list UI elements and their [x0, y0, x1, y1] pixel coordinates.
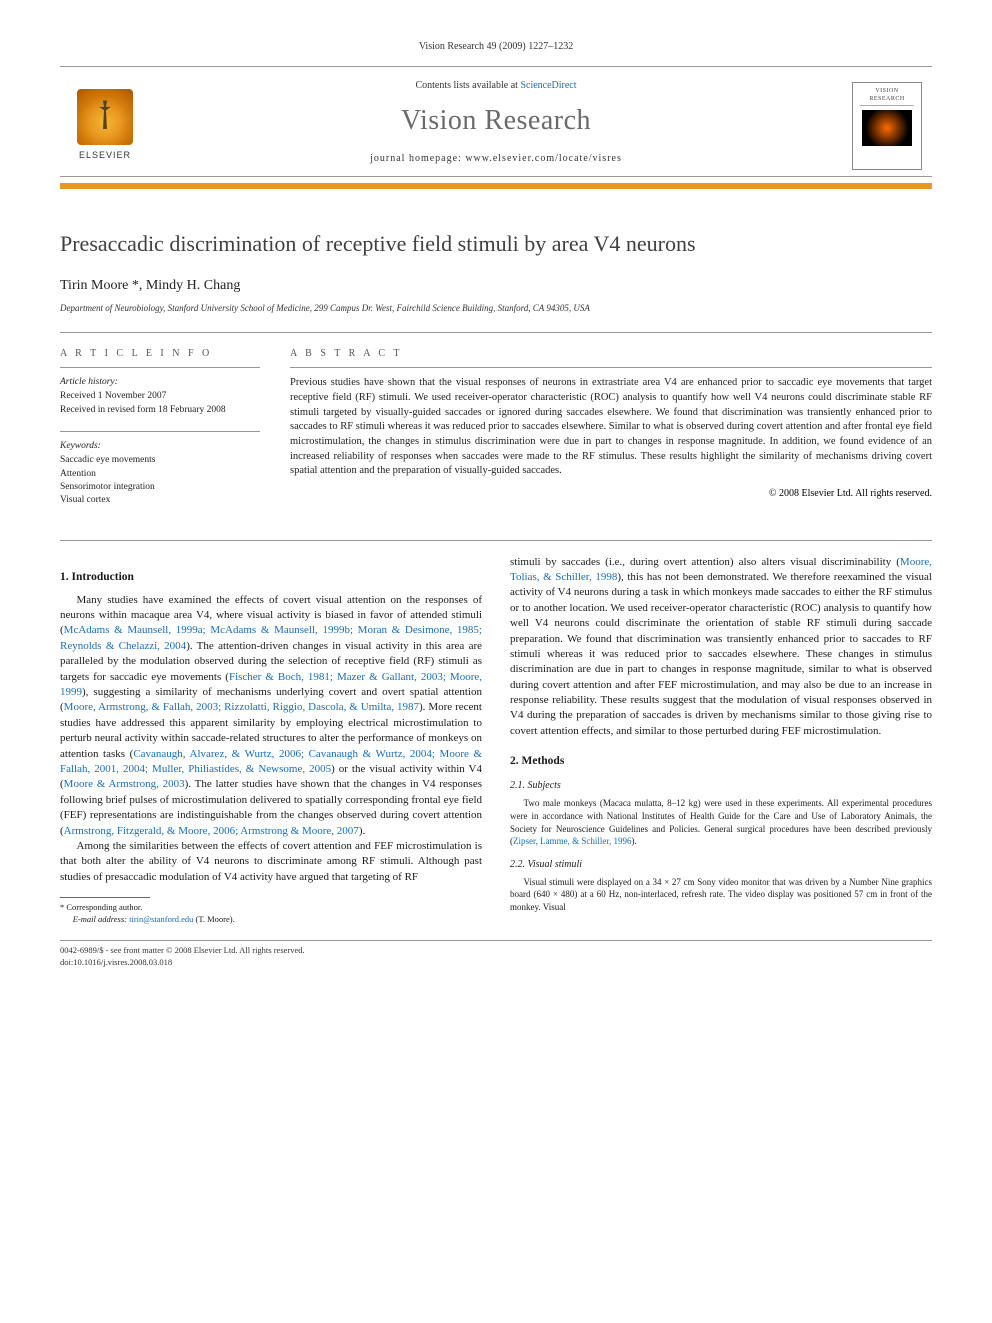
footnote-rule	[60, 897, 150, 898]
citation-link[interactable]: Moore, Armstrong, & Fallah, 2003; Rizzol…	[64, 701, 419, 713]
intro-p1: Many studies have examined the effects o…	[60, 593, 482, 839]
citation-link[interactable]: Armstrong, Fitzgerald, & Moore, 2006; Ar…	[64, 825, 359, 837]
cover-image-icon	[862, 110, 912, 146]
keyword: Sensorimotor integration	[60, 481, 260, 494]
rule-mid	[60, 540, 932, 541]
email-suffix: (T. Moore).	[193, 914, 234, 924]
info-rule-2	[60, 431, 260, 432]
methods-heading: 2. Methods	[510, 753, 932, 769]
homepage-line: journal homepage: www.elsevier.com/locat…	[158, 152, 834, 166]
text: stimuli by saccades (i.e., during overt …	[510, 556, 900, 568]
journal-cover-icon: VISION RESEARCH	[852, 82, 922, 170]
text: ).	[359, 825, 365, 837]
footer-line-2: doi:10.1016/j.visres.2008.03.018	[60, 957, 932, 969]
stimuli-text: Visual stimuli were displayed on a 34 × …	[510, 876, 932, 914]
keyword: Visual cortex	[60, 494, 260, 507]
publisher-label: ELSEVIER	[79, 149, 131, 162]
text: ).	[632, 836, 637, 846]
abstract-text: Previous studies have shown that the vis…	[290, 376, 932, 479]
abstract-label: A B S T R A C T	[290, 347, 932, 361]
elsevier-tree-icon	[77, 89, 133, 145]
stimuli-heading: 2.2. Visual stimuli	[510, 858, 932, 872]
affiliation: Department of Neurobiology, Stanford Uni…	[60, 302, 932, 315]
abstract-rule	[290, 367, 932, 368]
subjects-heading: 2.1. Subjects	[510, 779, 932, 793]
running-head: Vision Research 49 (2009) 1227–1232	[60, 40, 932, 54]
cover-thumb-block: VISION RESEARCH	[842, 75, 932, 176]
footer-line-1: 0042-6989/$ - see front matter © 2008 El…	[60, 945, 932, 957]
footer: 0042-6989/$ - see front matter © 2008 El…	[60, 940, 932, 969]
keywords-heading: Keywords:	[60, 440, 260, 453]
publisher-logo-block: ELSEVIER	[60, 75, 150, 176]
banner-accent-bar	[60, 183, 932, 189]
info-label: A R T I C L E I N F O	[60, 347, 260, 361]
cover-title: VISION RESEARCH	[860, 87, 914, 107]
abstract: A B S T R A C T Previous studies have sh…	[290, 347, 932, 521]
history-revised: Received in revised form 18 February 200…	[60, 404, 260, 417]
intro-p2: Among the similarities between the effec…	[60, 839, 482, 885]
history-block: Article history: Received 1 November 200…	[60, 376, 260, 417]
subjects-text: Two male monkeys (Macaca mulatta, 8–12 k…	[510, 797, 932, 847]
col2-p1: stimuli by saccades (i.e., during overt …	[510, 555, 932, 740]
email-label: E-mail address:	[73, 914, 129, 924]
abstract-copyright: © 2008 Elsevier Ltd. All rights reserved…	[290, 487, 932, 501]
info-rule	[60, 367, 260, 368]
keyword: Saccadic eye movements	[60, 454, 260, 467]
email-line: E-mail address: tirin@stanford.edu (T. M…	[60, 914, 482, 926]
article-info: A R T I C L E I N F O Article history: R…	[60, 347, 260, 521]
rule-top	[60, 332, 932, 333]
sciencedirect-link[interactable]: ScienceDirect	[520, 80, 576, 91]
contents-prefix: Contents lists available at	[415, 80, 520, 91]
body-columns: 1. Introduction Many studies have examin…	[60, 555, 932, 926]
email-link[interactable]: tirin@stanford.edu	[129, 914, 193, 924]
keywords-block: Keywords: Saccadic eye movements Attenti…	[60, 440, 260, 507]
citation-link[interactable]: Moore & Armstrong, 2003	[64, 778, 185, 790]
text: ), this has not been demonstrated. We th…	[510, 571, 932, 737]
banner-center: Contents lists available at ScienceDirec…	[150, 75, 842, 176]
info-abstract-row: A R T I C L E I N F O Article history: R…	[60, 347, 932, 521]
homepage-prefix: journal homepage:	[370, 153, 465, 164]
journal-name: Vision Research	[158, 101, 834, 140]
authors: Tirin Moore *, Mindy H. Chang	[60, 276, 932, 296]
corr-author: * Corresponding author.	[60, 902, 482, 914]
citation-link[interactable]: Zipser, Lamme, & Schiller, 1996	[513, 836, 632, 846]
history-received: Received 1 November 2007	[60, 390, 260, 403]
contents-line: Contents lists available at ScienceDirec…	[158, 79, 834, 93]
history-heading: Article history:	[60, 376, 260, 389]
intro-heading: 1. Introduction	[60, 569, 482, 585]
keyword: Attention	[60, 468, 260, 481]
journal-banner: ELSEVIER Contents lists available at Sci…	[60, 66, 932, 177]
article-title: Presaccadic discrimination of receptive …	[60, 229, 932, 260]
homepage-url: www.elsevier.com/locate/visres	[465, 153, 622, 164]
